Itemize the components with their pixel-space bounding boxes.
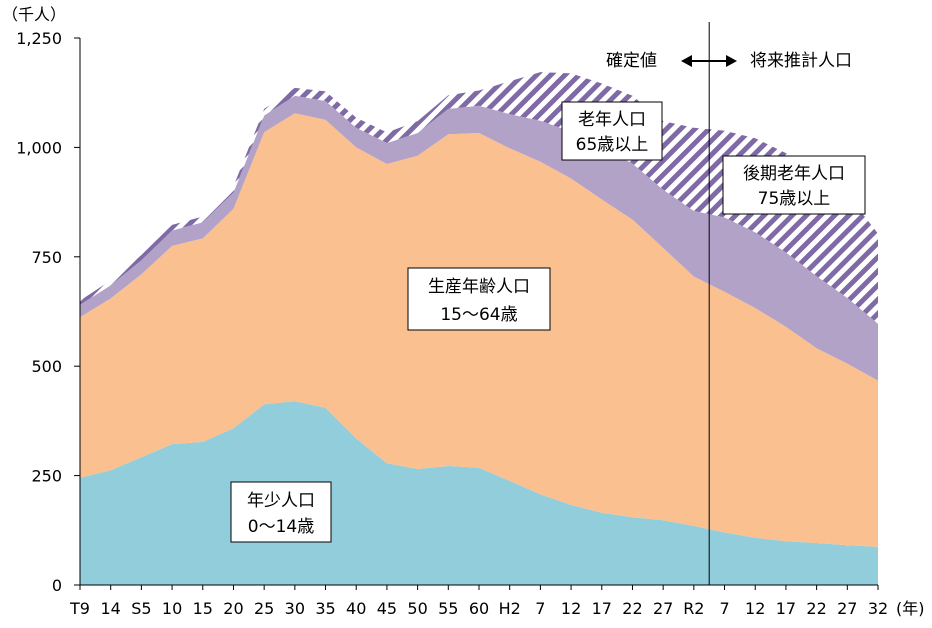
x-tick-label: 20: [223, 599, 243, 618]
label-elderly-range: 65歳以上: [576, 135, 649, 155]
x-tick-label: 17: [776, 599, 796, 618]
x-tick-label: 22: [806, 599, 826, 618]
label-box-working: 生産年齢人口 15～64歳: [407, 267, 551, 331]
x-tick-label: 45: [377, 599, 397, 618]
x-tick-label: R2: [683, 599, 704, 618]
x-tick-label: 12: [745, 599, 765, 618]
x-unit-label: (年): [896, 599, 925, 618]
y-unit-label: （千人）: [2, 5, 66, 24]
y-tick-label: 250: [31, 467, 62, 486]
label-box-elderly: 老年人口 65歳以上: [561, 101, 663, 161]
x-tick-label: 32: [868, 599, 888, 618]
x-tick-label: 7: [535, 599, 545, 618]
x-tick-label: 27: [653, 599, 673, 618]
label-working-range: 15～64歳: [440, 305, 517, 325]
x-tick-label: S5: [131, 599, 151, 618]
x-tick-label: 55: [438, 599, 458, 618]
x-tick-label: 7: [719, 599, 729, 618]
x-tick-label: 30: [285, 599, 305, 618]
x-tick-label: H2: [499, 599, 521, 618]
x-tick-label: 17: [592, 599, 612, 618]
area-elderly-75plus: [80, 72, 878, 324]
y-tick-label: 750: [31, 248, 62, 267]
x-tick-label: 12: [561, 599, 581, 618]
label-working-name: 生産年齢人口: [428, 277, 530, 297]
x-tick-label: 10: [162, 599, 182, 618]
x-tick-label: 22: [622, 599, 642, 618]
x-tick-label: 40: [346, 599, 366, 618]
x-tick-label: T9: [69, 599, 90, 618]
x-tick-label: 15: [193, 599, 213, 618]
x-tick-label: 60: [469, 599, 489, 618]
label-box-young: 年少人口 0～14歳: [230, 481, 332, 543]
label-young-name: 年少人口: [247, 491, 315, 511]
x-tick-label: 35: [315, 599, 335, 618]
area-elderly-65-74: [80, 95, 878, 381]
y-tick-label: 1,250: [16, 29, 62, 48]
x-tick-label: 14: [101, 599, 121, 618]
period-label-projection: 将来推計人口: [750, 51, 852, 71]
x-tick-label: 25: [254, 599, 274, 618]
y-tick-label: 0: [52, 576, 62, 595]
x-tick-label: 27: [837, 599, 857, 618]
label-young-range: 0～14歳: [248, 517, 314, 537]
x-tick-label: 50: [407, 599, 427, 618]
label-late-elderly-name: 後期老年人口: [743, 164, 845, 184]
y-tick-label: 1,000: [16, 138, 62, 157]
y-tick-label: 500: [31, 357, 62, 376]
period-arrow: [681, 55, 737, 67]
label-box-late-elderly: 後期老年人口 75歳以上: [722, 155, 866, 215]
period-label-confirmed: 確定値: [606, 51, 657, 71]
label-late-elderly-range: 75歳以上: [758, 189, 831, 209]
label-elderly-name: 老年人口: [578, 110, 646, 130]
